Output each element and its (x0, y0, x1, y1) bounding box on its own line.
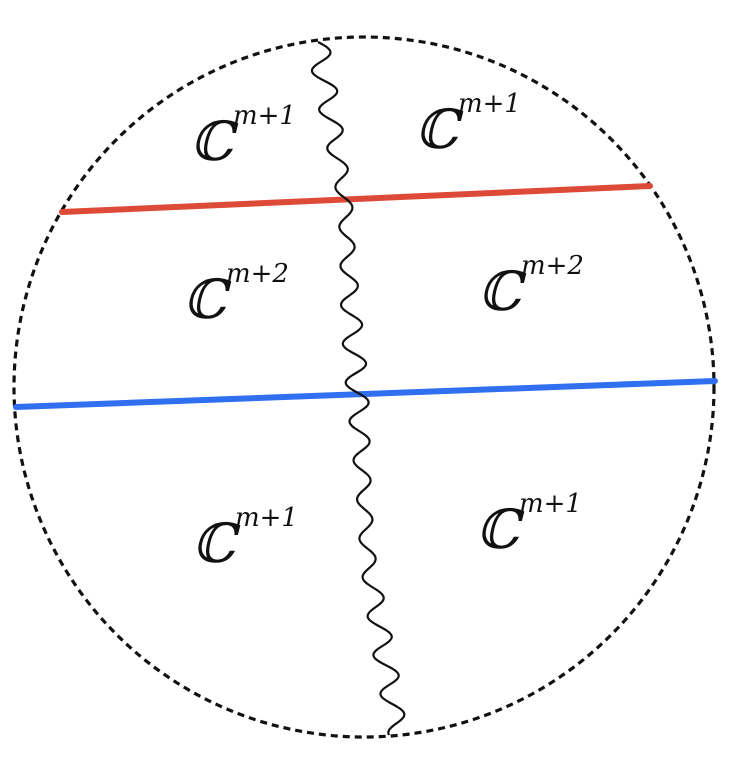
lower-blue-line (13, 378, 718, 410)
dashed-disk-boundary (12, 35, 716, 739)
region-label-bottom-left: ℂm+1 (192, 503, 298, 575)
region-label-middle-left: ℂm+2 (183, 259, 289, 331)
upper-red-line (59, 183, 653, 215)
wavy-vertical-cut (310, 41, 406, 736)
region-label-middle-right: ℂm+2 (478, 251, 584, 323)
region-label-bottom-right: ℂm+1 (476, 489, 582, 561)
region-label-top-right: ℂm+1 (415, 89, 521, 161)
region-label-top-left: ℂm+1 (190, 101, 296, 173)
